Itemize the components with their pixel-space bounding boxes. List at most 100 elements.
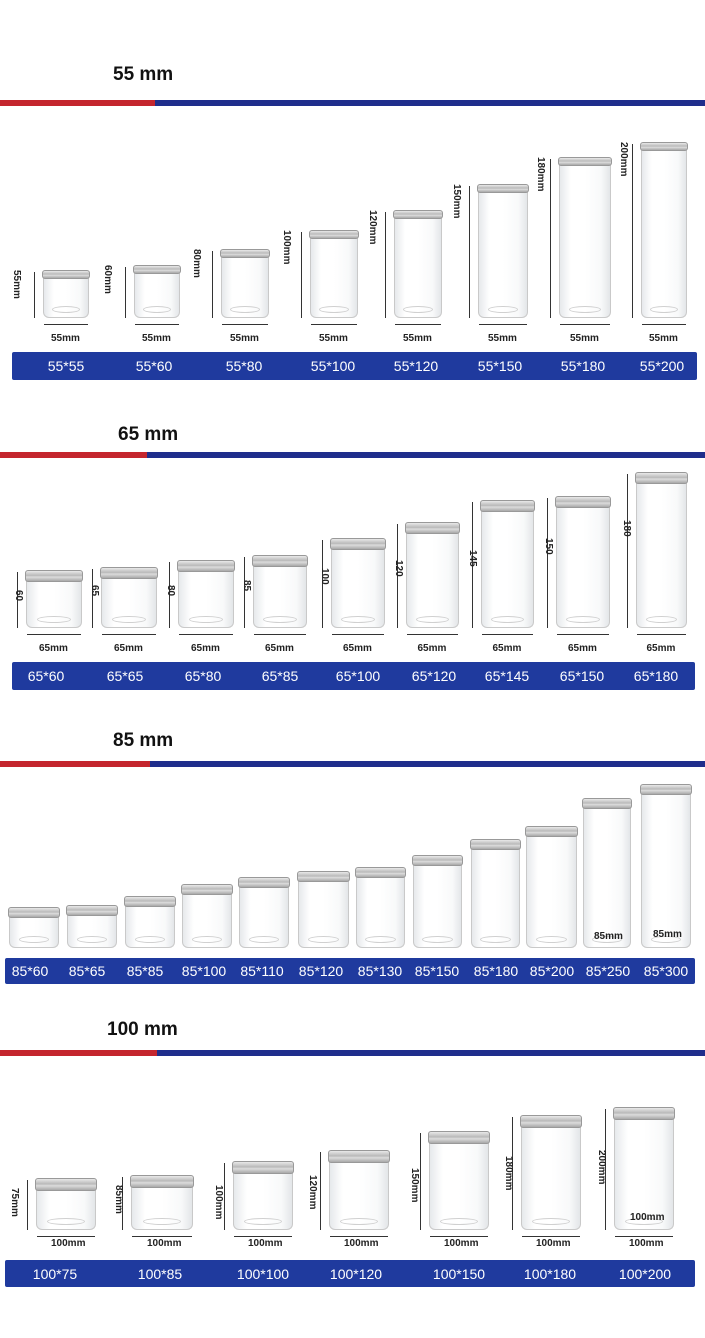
- width-dimension-line: [234, 1236, 292, 1237]
- jar-lid: [480, 500, 535, 512]
- height-label: 120mm: [367, 210, 378, 245]
- jar-body: [101, 578, 157, 628]
- height-label: 85: [241, 580, 252, 592]
- jar-lid: [355, 867, 406, 878]
- jar-base: [51, 306, 81, 313]
- jar-lid: [613, 1107, 675, 1120]
- width-dimension-line: [27, 634, 81, 635]
- jar-base: [592, 936, 622, 943]
- height-label: 60mm: [102, 265, 113, 294]
- jar-body: [406, 533, 459, 628]
- width-dimension-line: [395, 324, 441, 325]
- inner-width-label: 100mm: [630, 1212, 665, 1223]
- inner-width-label: 85mm: [594, 931, 623, 942]
- height-label: 80: [165, 585, 176, 597]
- width-label: 100mm: [629, 1238, 664, 1249]
- width-label: 65mm: [114, 643, 143, 654]
- size-label: 55*60: [135, 358, 173, 374]
- jar-base: [569, 306, 601, 313]
- jar-lid: [477, 184, 529, 193]
- jar-lid: [297, 871, 350, 882]
- jar: [470, 839, 521, 948]
- size-label: 85*100: [181, 963, 227, 979]
- width-label: 55mm: [51, 333, 80, 344]
- jar-base: [535, 936, 568, 943]
- inner-width-label: 85mm: [653, 929, 682, 940]
- height-label: 120mm: [307, 1175, 318, 1210]
- height-label: 100mm: [213, 1185, 224, 1220]
- jar-body: [559, 165, 611, 318]
- size-label-bar: 65*60 65*65 65*80 65*85 65*100 65*120 65*145 65…: [12, 662, 695, 690]
- jar-body: [641, 150, 687, 318]
- jar-lid: [232, 1161, 294, 1174]
- section-title: 85 mm: [113, 730, 174, 751]
- jar-lid: [181, 884, 233, 895]
- jar-body: [583, 808, 631, 948]
- jar-body: [310, 238, 358, 318]
- height-dimension-line: [122, 1177, 123, 1230]
- jar-lid: [640, 142, 688, 151]
- size-label: 55*100: [310, 358, 356, 374]
- height-dimension-line: [385, 212, 386, 318]
- size-label: 65*80: [184, 668, 222, 684]
- jar: [297, 871, 350, 948]
- jar-lid: [35, 1178, 97, 1191]
- jar-body: [329, 1162, 389, 1230]
- width-label: 65mm: [492, 643, 522, 654]
- width-dimension-line: [479, 324, 527, 325]
- width-label: 65mm: [417, 643, 447, 654]
- height-label: 80mm: [191, 249, 202, 278]
- jar: [480, 500, 535, 628]
- jar-lid: [66, 905, 118, 916]
- height-label: 100: [319, 568, 330, 585]
- section-title: 55 mm: [113, 64, 174, 85]
- width-label: 55mm: [488, 333, 517, 344]
- jar-base: [340, 1218, 378, 1225]
- jar-body: [413, 865, 462, 948]
- jar-base: [487, 306, 519, 313]
- jar-lid: [635, 472, 688, 484]
- height-dimension-line: [605, 1109, 606, 1230]
- jar-body: [36, 1190, 96, 1230]
- jar-base: [645, 616, 678, 623]
- jar-body: [253, 566, 307, 628]
- height-dimension-line: [125, 267, 126, 318]
- size-label: 85*65: [68, 963, 106, 979]
- section-title: 65 mm: [118, 424, 179, 445]
- jar: [238, 877, 290, 948]
- width-label: 65mm: [568, 643, 597, 654]
- height-dimension-line: [301, 232, 302, 318]
- jar-lid: [412, 855, 463, 866]
- width-dimension-line: [254, 634, 306, 635]
- size-label: 55*200: [639, 358, 685, 374]
- jar-base: [422, 936, 453, 943]
- jar: [477, 184, 529, 318]
- jar-base: [188, 616, 224, 623]
- width-label: 100mm: [248, 1238, 283, 1249]
- width-label: 55mm: [230, 333, 259, 344]
- jar-base: [480, 936, 511, 943]
- jar-base: [18, 936, 50, 943]
- jar-body: [614, 1119, 674, 1230]
- jar-base: [307, 936, 340, 943]
- jar: [405, 522, 460, 628]
- width-dimension-line: [430, 1236, 488, 1237]
- jar-body: [182, 894, 232, 948]
- jar: [640, 142, 688, 318]
- jar-lid: [177, 560, 235, 572]
- jar: [520, 1115, 582, 1230]
- height-label: 120: [393, 560, 404, 577]
- size-label-bar: 85*60 85*65 85*85 85*100 85*110 85*120 85*130 8…: [5, 958, 695, 984]
- height-dimension-line: [550, 159, 551, 318]
- height-label: 150mm: [409, 1168, 420, 1203]
- jar-lid: [582, 798, 632, 809]
- height-label: 200mm: [618, 142, 629, 177]
- jar-base: [142, 306, 172, 313]
- size-label: 55*80: [225, 358, 263, 374]
- width-label: 65mm: [191, 643, 220, 654]
- size-label: 85*130: [357, 963, 403, 979]
- width-dimension-line: [37, 1236, 95, 1237]
- section-divider: [0, 761, 705, 767]
- width-label: 65mm: [265, 643, 294, 654]
- jar-body: [134, 273, 180, 318]
